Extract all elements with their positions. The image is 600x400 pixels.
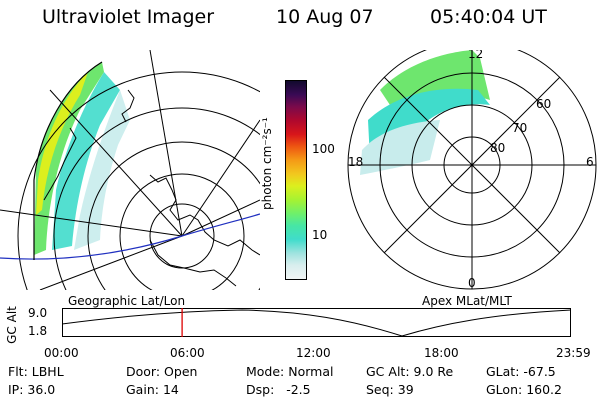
status-mode: Mode: Normal (246, 364, 334, 379)
altitude-curve (62, 309, 572, 337)
status-seq: Seq: 39 (366, 382, 414, 397)
timeline-ylabel: GC Alt (5, 306, 19, 344)
observation-date: 10 Aug 07 (276, 6, 374, 28)
status-ip: IP: 36.0 (8, 382, 56, 397)
mlat-label-70: 70 (512, 121, 527, 135)
timeline-ytick-bottom: 1.8 (28, 324, 48, 338)
magnetic-polar-plot: 12 0 18 6 60 70 80 (347, 50, 597, 290)
left-panel-label: Geographic Lat/Lon (68, 294, 186, 308)
timeline-xtick-4: 23:59 (556, 346, 591, 360)
app-title: Ultraviolet Imager (42, 6, 215, 28)
satellite-track (0, 213, 260, 260)
colorbar-tick-100: 100 (312, 142, 335, 156)
earth-limb (33, 61, 103, 260)
geographic-image (0, 50, 260, 290)
status-gc-alt: GC Alt: 9.0 Re (366, 364, 454, 379)
observation-time: 05:40:04 UT (430, 6, 547, 28)
mlt-label-6: 6 (586, 155, 594, 169)
right-panel-label: Apex MLat/MLT (422, 294, 512, 308)
colorbar (285, 80, 307, 280)
colorbar-unit-label: photon cm⁻²s⁻¹ (260, 117, 274, 210)
mlt-label-18: 18 (348, 155, 363, 169)
status-gain: Gain: 14 (126, 382, 179, 397)
mlt-label-12: 12 (468, 50, 483, 61)
mlat-label-60: 60 (536, 97, 551, 111)
timeline-xtick-3: 18:00 (424, 346, 459, 360)
mlt-lines (348, 50, 596, 289)
status-door: Door: Open (126, 364, 198, 379)
altitude-timeline (62, 308, 572, 337)
coastlines (43, 89, 260, 287)
timeline-xtick-1: 06:00 (170, 346, 205, 360)
status-dsp: Dsp: -2.5 (246, 382, 311, 397)
timeline-xtick-2: 12:00 (296, 346, 331, 360)
aurora-band-cyan (52, 72, 120, 250)
mlat-label-80: 80 (490, 141, 505, 155)
timeline-ytick-top: 9.0 (28, 306, 48, 320)
aurora-band-pale (74, 90, 130, 250)
timeline-frame (62, 308, 571, 337)
colorbar-tick-10: 10 (312, 228, 328, 242)
status-glon: GLon: 160.2 (486, 382, 562, 397)
status-filter: Flt: LBHL (8, 364, 64, 379)
aurora-band-yellow (36, 72, 88, 215)
mlt-label-0: 0 (468, 276, 476, 290)
meridian-lines (0, 50, 260, 290)
timeline-xtick-0: 00:00 (44, 346, 79, 360)
status-glat: GLat: -67.5 (486, 364, 556, 379)
